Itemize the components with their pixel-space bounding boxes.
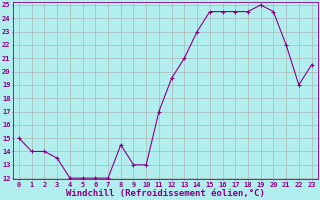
X-axis label: Windchill (Refroidissement éolien,°C): Windchill (Refroidissement éolien,°C)	[66, 189, 265, 198]
